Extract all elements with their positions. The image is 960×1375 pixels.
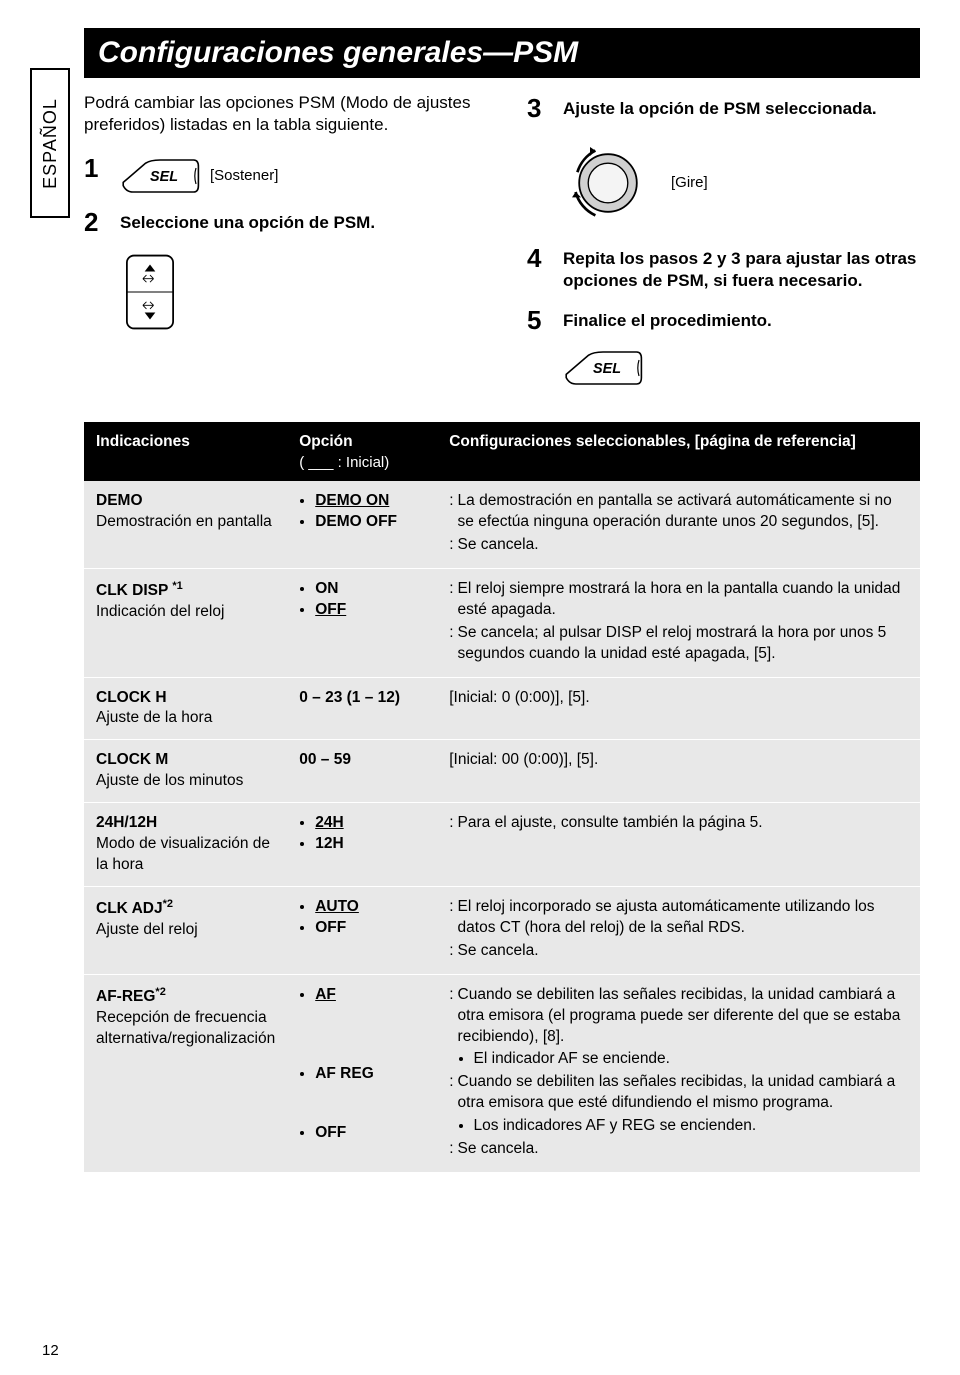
step-4: 4 Repita los pasos 2 y 3 para ajustar la… bbox=[527, 242, 920, 292]
step-5-number: 5 bbox=[527, 304, 547, 338]
step-5: 5 Finalice el procedimiento. bbox=[527, 304, 920, 338]
svg-text:SEL: SEL bbox=[593, 361, 621, 377]
table-header: Indicaciones Opción ( ___ : Inicial) Con… bbox=[84, 422, 920, 481]
step-1-number: 1 bbox=[84, 152, 104, 194]
afreg-opt1: AF bbox=[315, 986, 336, 1003]
h2412-d: Para el ajuste, consulte también la pági… bbox=[458, 813, 763, 834]
step-1-label: [Sostener] bbox=[210, 166, 278, 186]
h2412-sub: Modo de visualización de la hora bbox=[96, 835, 270, 873]
th-config: Configuraciones seleccionables, [página … bbox=[437, 422, 920, 481]
step-4-text: Repita los pasos 2 y 3 para ajustar las … bbox=[563, 242, 920, 292]
th-opcion: Opción ( ___ : Inicial) bbox=[287, 422, 437, 481]
clkdisp-name: CLK DISP bbox=[96, 582, 172, 599]
sel-button-icon: SEL bbox=[120, 158, 200, 194]
clkadj-sub: Ajuste del reloj bbox=[96, 921, 198, 938]
clkdisp-opt2: OFF bbox=[315, 601, 346, 618]
step-5-text: Finalice el procedimiento. bbox=[563, 304, 920, 338]
language-tab-text: ESPAÑOL bbox=[40, 98, 61, 189]
step-3-text: Ajuste la opción de PSM seleccionada. bbox=[563, 92, 920, 126]
demo-opt2: DEMO OFF bbox=[315, 513, 397, 530]
th-indicaciones: Indicaciones bbox=[84, 422, 287, 481]
clkadj-d1: El reloj incorporado se ajusta automátic… bbox=[458, 897, 908, 939]
clockm-opt: 00 – 59 bbox=[299, 751, 351, 768]
step-3: 3 Ajuste la opción de PSM seleccionada. bbox=[527, 92, 920, 126]
demo-name: DEMO bbox=[96, 492, 143, 509]
afreg-name: AF-REG bbox=[96, 988, 155, 1005]
clockm-sub: Ajuste de los minutos bbox=[96, 772, 243, 789]
afreg-opt3: OFF bbox=[315, 1124, 346, 1141]
psm-settings-table: Indicaciones Opción ( ___ : Inicial) Con… bbox=[84, 422, 920, 1173]
clkadj-opt1: AUTO bbox=[315, 898, 359, 915]
clockh-sub: Ajuste de la hora bbox=[96, 709, 212, 726]
page-number: 12 bbox=[42, 1342, 59, 1359]
step-4-number: 4 bbox=[527, 242, 547, 292]
clockm-d: [Inicial: 00 (0:00)], [5]. bbox=[449, 751, 598, 768]
afreg-d3: Se cancela. bbox=[458, 1139, 539, 1160]
clkadj-d2: Se cancela. bbox=[458, 941, 539, 962]
rocker-button-icon bbox=[120, 252, 180, 332]
demo-d1: La demostración en pantalla se activará … bbox=[458, 491, 908, 533]
h2412-opt2: 12H bbox=[315, 835, 343, 852]
clkdisp-d2: Se cancela; al pulsar DISP el reloj most… bbox=[458, 623, 908, 665]
afreg-d1b: El indicador AF se enciende. bbox=[474, 1049, 908, 1070]
intro-text: Podrá cambiar las opciones PSM (Modo de … bbox=[84, 92, 477, 136]
step-2-number: 2 bbox=[84, 206, 104, 240]
step-3-label: [Gire] bbox=[671, 173, 708, 193]
clkadj-name: CLK ADJ bbox=[96, 900, 163, 917]
svg-text:SEL: SEL bbox=[150, 169, 178, 185]
clkadj-star: *2 bbox=[163, 898, 173, 910]
th-opcion-text: Opción bbox=[299, 433, 352, 450]
demo-d2: Se cancela. bbox=[458, 535, 539, 556]
clockh-name: CLOCK H bbox=[96, 689, 167, 706]
rotary-knob-icon bbox=[563, 138, 653, 228]
clkdisp-sub: Indicación del reloj bbox=[96, 603, 224, 620]
page-title-text: Configuraciones generales—PSM bbox=[98, 36, 578, 70]
clkdisp-d1: El reloj siempre mostrará la hora en la … bbox=[458, 579, 908, 621]
row-clkdisp: CLK DISP *1 Indicación del reloj ON OFF … bbox=[84, 568, 920, 677]
step-3-number: 3 bbox=[527, 92, 547, 126]
step-1: 1 SEL [Sostener] bbox=[84, 152, 477, 194]
left-column: Podrá cambiar las opciones PSM (Modo de … bbox=[84, 92, 477, 392]
row-demo: DEMO Demostración en pantalla DEMO ON DE… bbox=[84, 481, 920, 568]
row-clkadj: CLK ADJ*2 Ajuste del reloj AUTO OFF :El … bbox=[84, 886, 920, 974]
clockm-name: CLOCK M bbox=[96, 751, 168, 768]
th-opcion-sub: ( ___ : Inicial) bbox=[299, 453, 425, 473]
afreg-opt2: AF REG bbox=[315, 1065, 374, 1082]
afreg-d2: Cuando se debiliten las señales recibida… bbox=[458, 1073, 896, 1111]
clkdisp-opt1: ON bbox=[315, 580, 338, 597]
row-clockm: CLOCK M Ajuste de los minutos 00 – 59 [I… bbox=[84, 740, 920, 803]
h2412-opt1: 24H bbox=[315, 814, 343, 831]
clockh-d: [Inicial: 0 (0:00)], [5]. bbox=[449, 689, 589, 706]
h2412-name: 24H/12H bbox=[96, 814, 157, 831]
step-2: 2 Seleccione una opción de PSM. bbox=[84, 206, 477, 240]
step-2-text: Seleccione una opción de PSM. bbox=[120, 206, 477, 240]
row-2412h: 24H/12H Modo de visualización de la hora… bbox=[84, 803, 920, 887]
clkdisp-star: *1 bbox=[172, 580, 182, 592]
afreg-sub: Recepción de frecuencia alternativa/regi… bbox=[96, 1009, 275, 1047]
afreg-d2b: Los indicadores AF y REG se encienden. bbox=[474, 1116, 908, 1137]
afreg-d1: Cuando se debiliten las señales recibida… bbox=[458, 986, 901, 1045]
clockh-opt: 0 – 23 (1 – 12) bbox=[299, 689, 400, 706]
language-tab: ESPAÑOL bbox=[30, 68, 70, 218]
demo-sub: Demostración en pantalla bbox=[96, 513, 272, 530]
demo-opt1: DEMO ON bbox=[315, 492, 389, 509]
clkadj-opt2: OFF bbox=[315, 919, 346, 936]
sel-button-icon: SEL bbox=[563, 350, 643, 386]
afreg-star: *2 bbox=[155, 986, 165, 998]
row-clockh: CLOCK H Ajuste de la hora 0 – 23 (1 – 12… bbox=[84, 677, 920, 740]
right-column: 3 Ajuste la opción de PSM seleccionada. … bbox=[527, 92, 920, 392]
page-title: Configuraciones generales—PSM bbox=[84, 28, 920, 78]
row-afreg: AF-REG*2 Recepción de frecuencia alterna… bbox=[84, 974, 920, 1172]
